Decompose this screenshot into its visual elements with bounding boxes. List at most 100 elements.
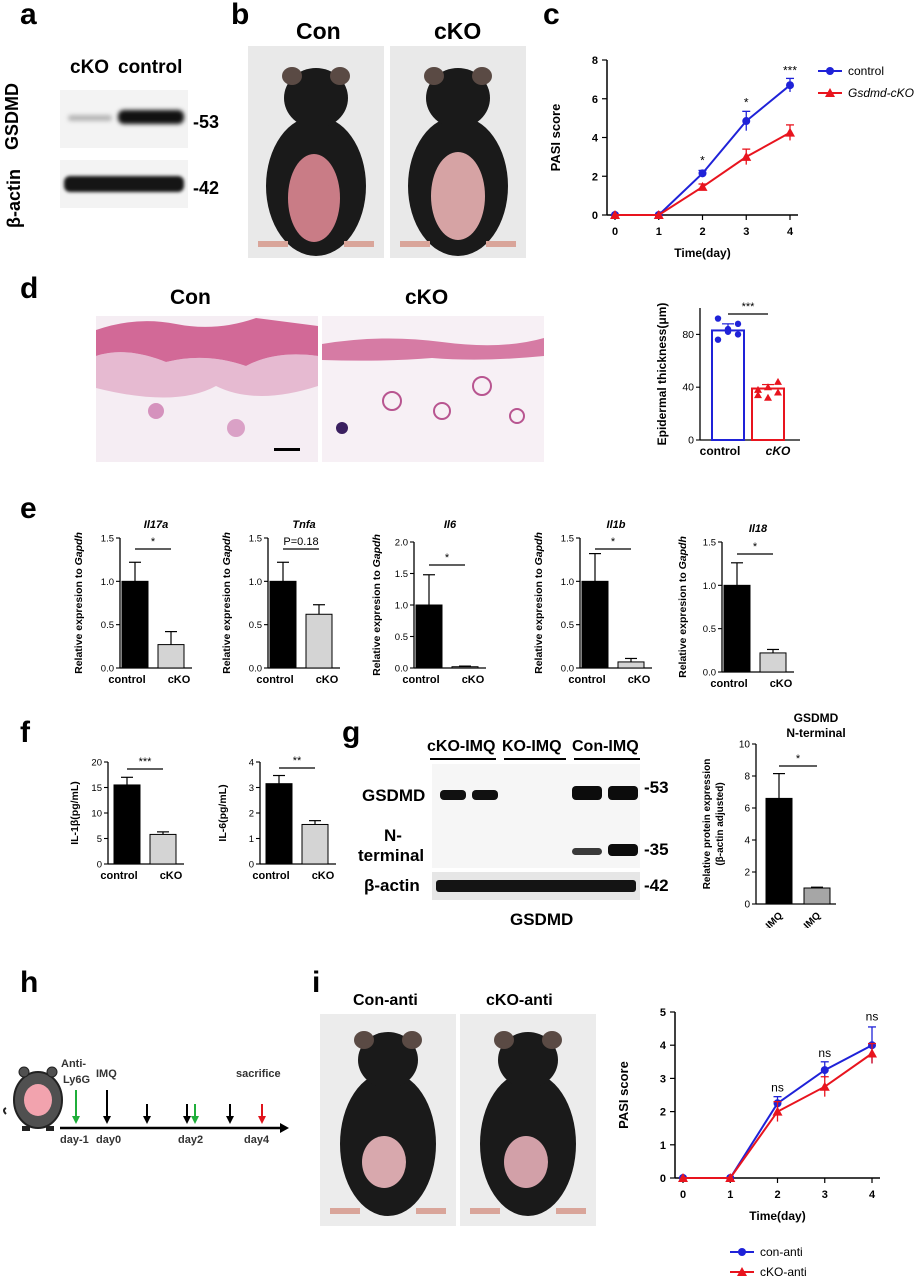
legend-label: control <box>848 64 884 78</box>
data-point <box>742 117 751 126</box>
category-label: control <box>108 674 145 686</box>
bar-control <box>269 580 297 669</box>
y-tick-label: 0.5 <box>395 632 408 643</box>
bar-cKO <box>157 644 185 669</box>
series-line-control <box>615 84 791 216</box>
y-tick-label: 6 <box>744 804 750 815</box>
data-point <box>698 169 707 178</box>
y-tick-label: 0 <box>688 435 694 447</box>
bar-cKO <box>301 823 329 865</box>
data-point <box>678 1173 688 1182</box>
bar-control <box>723 584 751 673</box>
significance-label: *** <box>139 756 153 768</box>
y-tick-label: 3 <box>660 1073 666 1085</box>
legend-label: cKO-anti <box>760 1265 807 1279</box>
data-point <box>714 336 722 343</box>
anti-ly6g-label-1: Anti- <box>61 1058 87 1070</box>
category-label: cKO <box>316 674 339 686</box>
y-tick-label: 80 <box>682 329 694 341</box>
y-tick-label: 2 <box>249 809 254 820</box>
histology-cko-label: cKO <box>405 286 449 309</box>
chart-pasi-score: 0 2 4 6 8 0 1 2 3 4 Time(day) PASI score control Gsdm… <box>548 55 914 260</box>
y-axis-title: Relative expresion to Gapdh <box>221 532 233 674</box>
panel-i-label: i <box>312 966 321 999</box>
significance-label: * <box>753 541 758 553</box>
lane-label-con-imq: Con-IMQ <box>572 738 639 755</box>
bar-cKO <box>759 652 787 673</box>
y-tick-label: 2 <box>660 1107 666 1119</box>
y-tick-label: 1.0 <box>395 601 408 612</box>
y-axis-title: PASI score <box>548 104 563 172</box>
g-row-nterm-1: N- <box>384 826 402 845</box>
data-point <box>786 81 794 90</box>
y-tick-label: 2 <box>592 171 598 183</box>
chart-title: Il1b <box>607 519 626 531</box>
y-tick-label: 1.5 <box>395 569 408 580</box>
category-label: control <box>256 674 293 686</box>
x-tick-label: 2 <box>774 1189 780 1201</box>
panel-d-label: d <box>20 272 39 305</box>
chart-nterminal-quant: 0 2 4 6 8 10 Relative protein expression (β-act… <box>702 711 846 928</box>
x-tick-label: 2 <box>699 226 705 238</box>
y-tick-label: 3 <box>249 783 254 794</box>
x-tick-label: 3 <box>743 226 749 238</box>
y-tick-label: 1 <box>249 834 254 845</box>
y-tick-label: 1.5 <box>101 534 114 545</box>
y-tick-label: 5 <box>97 834 102 845</box>
lane-label-cko: cKO <box>70 57 110 78</box>
data-point <box>772 1106 783 1116</box>
data-point <box>764 393 772 401</box>
mw-53-a: -53 <box>193 112 220 132</box>
chart-il6: 0.0 0.5 1.0 1.5 2.0 Relative expresion to Gap… <box>372 519 486 686</box>
histology-con-image <box>96 316 318 462</box>
bar-cKO-IMQ <box>803 887 831 905</box>
anti-ly6g-label-2: Ly6G <box>63 1074 91 1086</box>
chart-tnfa: 0.0 0.5 1.0 1.5 Relative expresion to Gapdh T… <box>221 519 340 686</box>
significance-label: *** <box>783 64 797 78</box>
y-tick-label: 0.5 <box>561 620 574 631</box>
x-axis-title: Time(day) <box>749 1209 805 1223</box>
gsdmd-row-label: GSDMD <box>2 83 22 150</box>
bar-control <box>581 580 609 669</box>
lane-underlines <box>430 758 640 760</box>
bar-cKO <box>149 833 177 865</box>
mouse-cko-anti-label: cKO-anti <box>486 992 553 1009</box>
panel-b-label: b <box>231 0 250 31</box>
g-row-nterm-2: terminal <box>358 846 425 865</box>
data-point <box>714 315 722 322</box>
y-tick-label: 1.5 <box>249 534 262 545</box>
y-tick-label: 0.0 <box>395 664 408 675</box>
panel-g-label: g <box>342 716 361 749</box>
category-label: control <box>100 870 137 882</box>
western-blot-actin <box>60 160 188 208</box>
chart-il18: 0.0 0.5 1.0 1.5 Relative expresion to Gapdh I… <box>677 523 794 690</box>
significance-label: * <box>796 753 801 765</box>
mouse-icon <box>3 1066 63 1131</box>
y-tick-label: 2.0 <box>395 538 408 549</box>
g-blot-caption: GSDMD <box>510 910 574 929</box>
chart-il6-elisa: 0 1 2 3 4 IL-6(pg/mL) control cKO ** <box>217 755 336 882</box>
mouse-con-label: Con <box>296 18 341 44</box>
western-blot-actin-g <box>432 872 640 900</box>
chart-title: Tnfa <box>292 519 315 531</box>
histology-cko-drawing <box>322 338 544 434</box>
significance-label: * <box>744 96 749 110</box>
significance-label: ** <box>293 755 302 767</box>
category-label: cKO <box>462 674 485 686</box>
data-point <box>785 127 795 137</box>
category-label: control <box>700 444 741 458</box>
significance-label: * <box>611 536 616 548</box>
mouse-photo-con <box>248 46 384 258</box>
significance-label: *** <box>742 301 756 313</box>
panel-a-label: a <box>20 0 37 31</box>
category-label: control <box>710 678 747 690</box>
mouse-con-anti-label: Con-anti <box>353 992 418 1009</box>
category-label: control <box>568 674 605 686</box>
x-tick-label: 4 <box>787 226 794 238</box>
chart-epidermal-thickness: 0 40 80 Epidermal thickness(μm) control cKO **… <box>655 301 800 458</box>
mw-35-g: -35 <box>644 840 669 859</box>
panel-c-label: c <box>543 0 560 31</box>
x-tick-label: 0 <box>680 1189 686 1201</box>
significance-label: ns <box>818 1046 831 1060</box>
x-tick-label: 1 <box>656 226 662 238</box>
